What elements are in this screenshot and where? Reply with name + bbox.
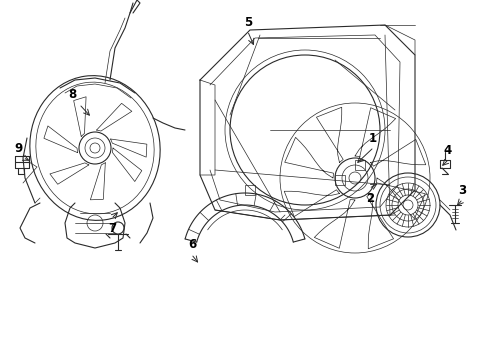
Bar bbox=[245, 185, 255, 195]
Text: 8: 8 bbox=[68, 89, 76, 102]
Text: 5: 5 bbox=[244, 15, 252, 28]
Text: 3: 3 bbox=[458, 184, 466, 197]
Text: 6: 6 bbox=[188, 238, 196, 252]
Bar bbox=[355, 160, 365, 170]
Bar bbox=[335, 175, 345, 185]
Text: 7: 7 bbox=[108, 221, 116, 234]
Text: 1: 1 bbox=[369, 131, 377, 144]
Text: 2: 2 bbox=[366, 192, 374, 204]
Text: 4: 4 bbox=[444, 144, 452, 157]
Text: 9: 9 bbox=[14, 141, 22, 154]
